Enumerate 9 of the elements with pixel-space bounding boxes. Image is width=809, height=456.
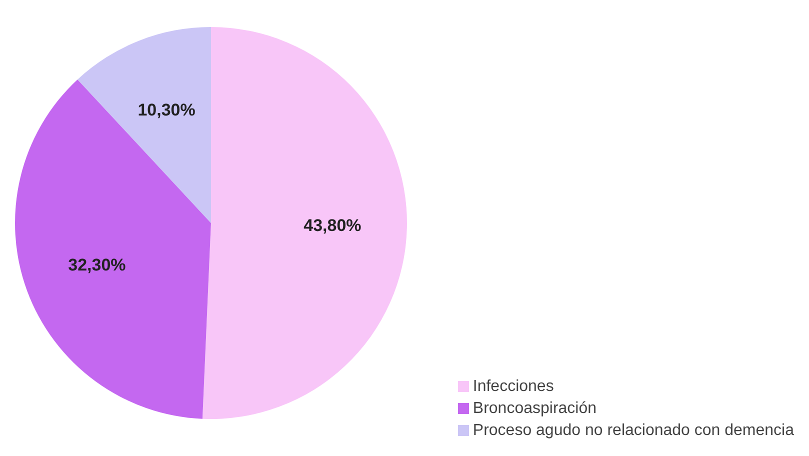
data-label: 32,30% <box>68 255 126 274</box>
pie-slice <box>202 27 407 419</box>
pie-slice <box>78 27 211 223</box>
legend-label: Infecciones <box>472 378 554 395</box>
pie-slice <box>15 79 211 419</box>
data-label: 10,30% <box>138 100 196 120</box>
legend-label: Broncoaspiración <box>472 400 597 417</box>
data-label: 43,80% <box>304 216 362 236</box>
legend-label: Proceso agudo no relacionado con demencia <box>472 422 794 439</box>
